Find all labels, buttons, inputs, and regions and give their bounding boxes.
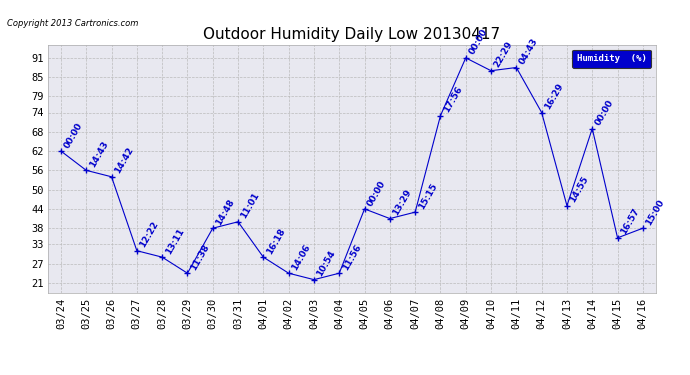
- Text: 16:29: 16:29: [543, 82, 565, 111]
- Text: 14:55: 14:55: [569, 175, 591, 204]
- Title: Outdoor Humidity Daily Low 20130417: Outdoor Humidity Daily Low 20130417: [204, 27, 500, 42]
- Text: 11:38: 11:38: [189, 243, 211, 272]
- Text: 14:48: 14:48: [214, 197, 237, 227]
- Text: 14:06: 14:06: [290, 243, 312, 272]
- Text: 00:00: 00:00: [62, 121, 84, 150]
- Text: 16:57: 16:57: [619, 207, 641, 237]
- Text: 00:00: 00:00: [593, 98, 615, 127]
- Text: 12:22: 12:22: [138, 220, 160, 249]
- Text: 13:11: 13:11: [164, 226, 186, 256]
- Legend: Humidity  (%): Humidity (%): [572, 50, 651, 68]
- Text: 11:01: 11:01: [239, 191, 262, 220]
- Text: 10:54: 10:54: [315, 249, 337, 278]
- Text: 00:00: 00:00: [366, 178, 388, 207]
- Text: 00:00: 00:00: [467, 28, 489, 57]
- Text: 15:00: 15:00: [644, 198, 667, 227]
- Text: 22:29: 22:29: [493, 40, 515, 69]
- Text: Copyright 2013 Cartronics.com: Copyright 2013 Cartronics.com: [7, 19, 138, 28]
- Text: 15:15: 15:15: [417, 182, 439, 211]
- Text: 14:42: 14:42: [113, 146, 135, 176]
- Text: 17:56: 17:56: [442, 85, 464, 114]
- Text: 11:56: 11:56: [341, 243, 363, 272]
- Text: 16:18: 16:18: [265, 226, 287, 256]
- Text: 04:43: 04:43: [518, 37, 540, 66]
- Text: 14:43: 14:43: [88, 140, 110, 169]
- Text: 13:29: 13:29: [391, 188, 413, 217]
